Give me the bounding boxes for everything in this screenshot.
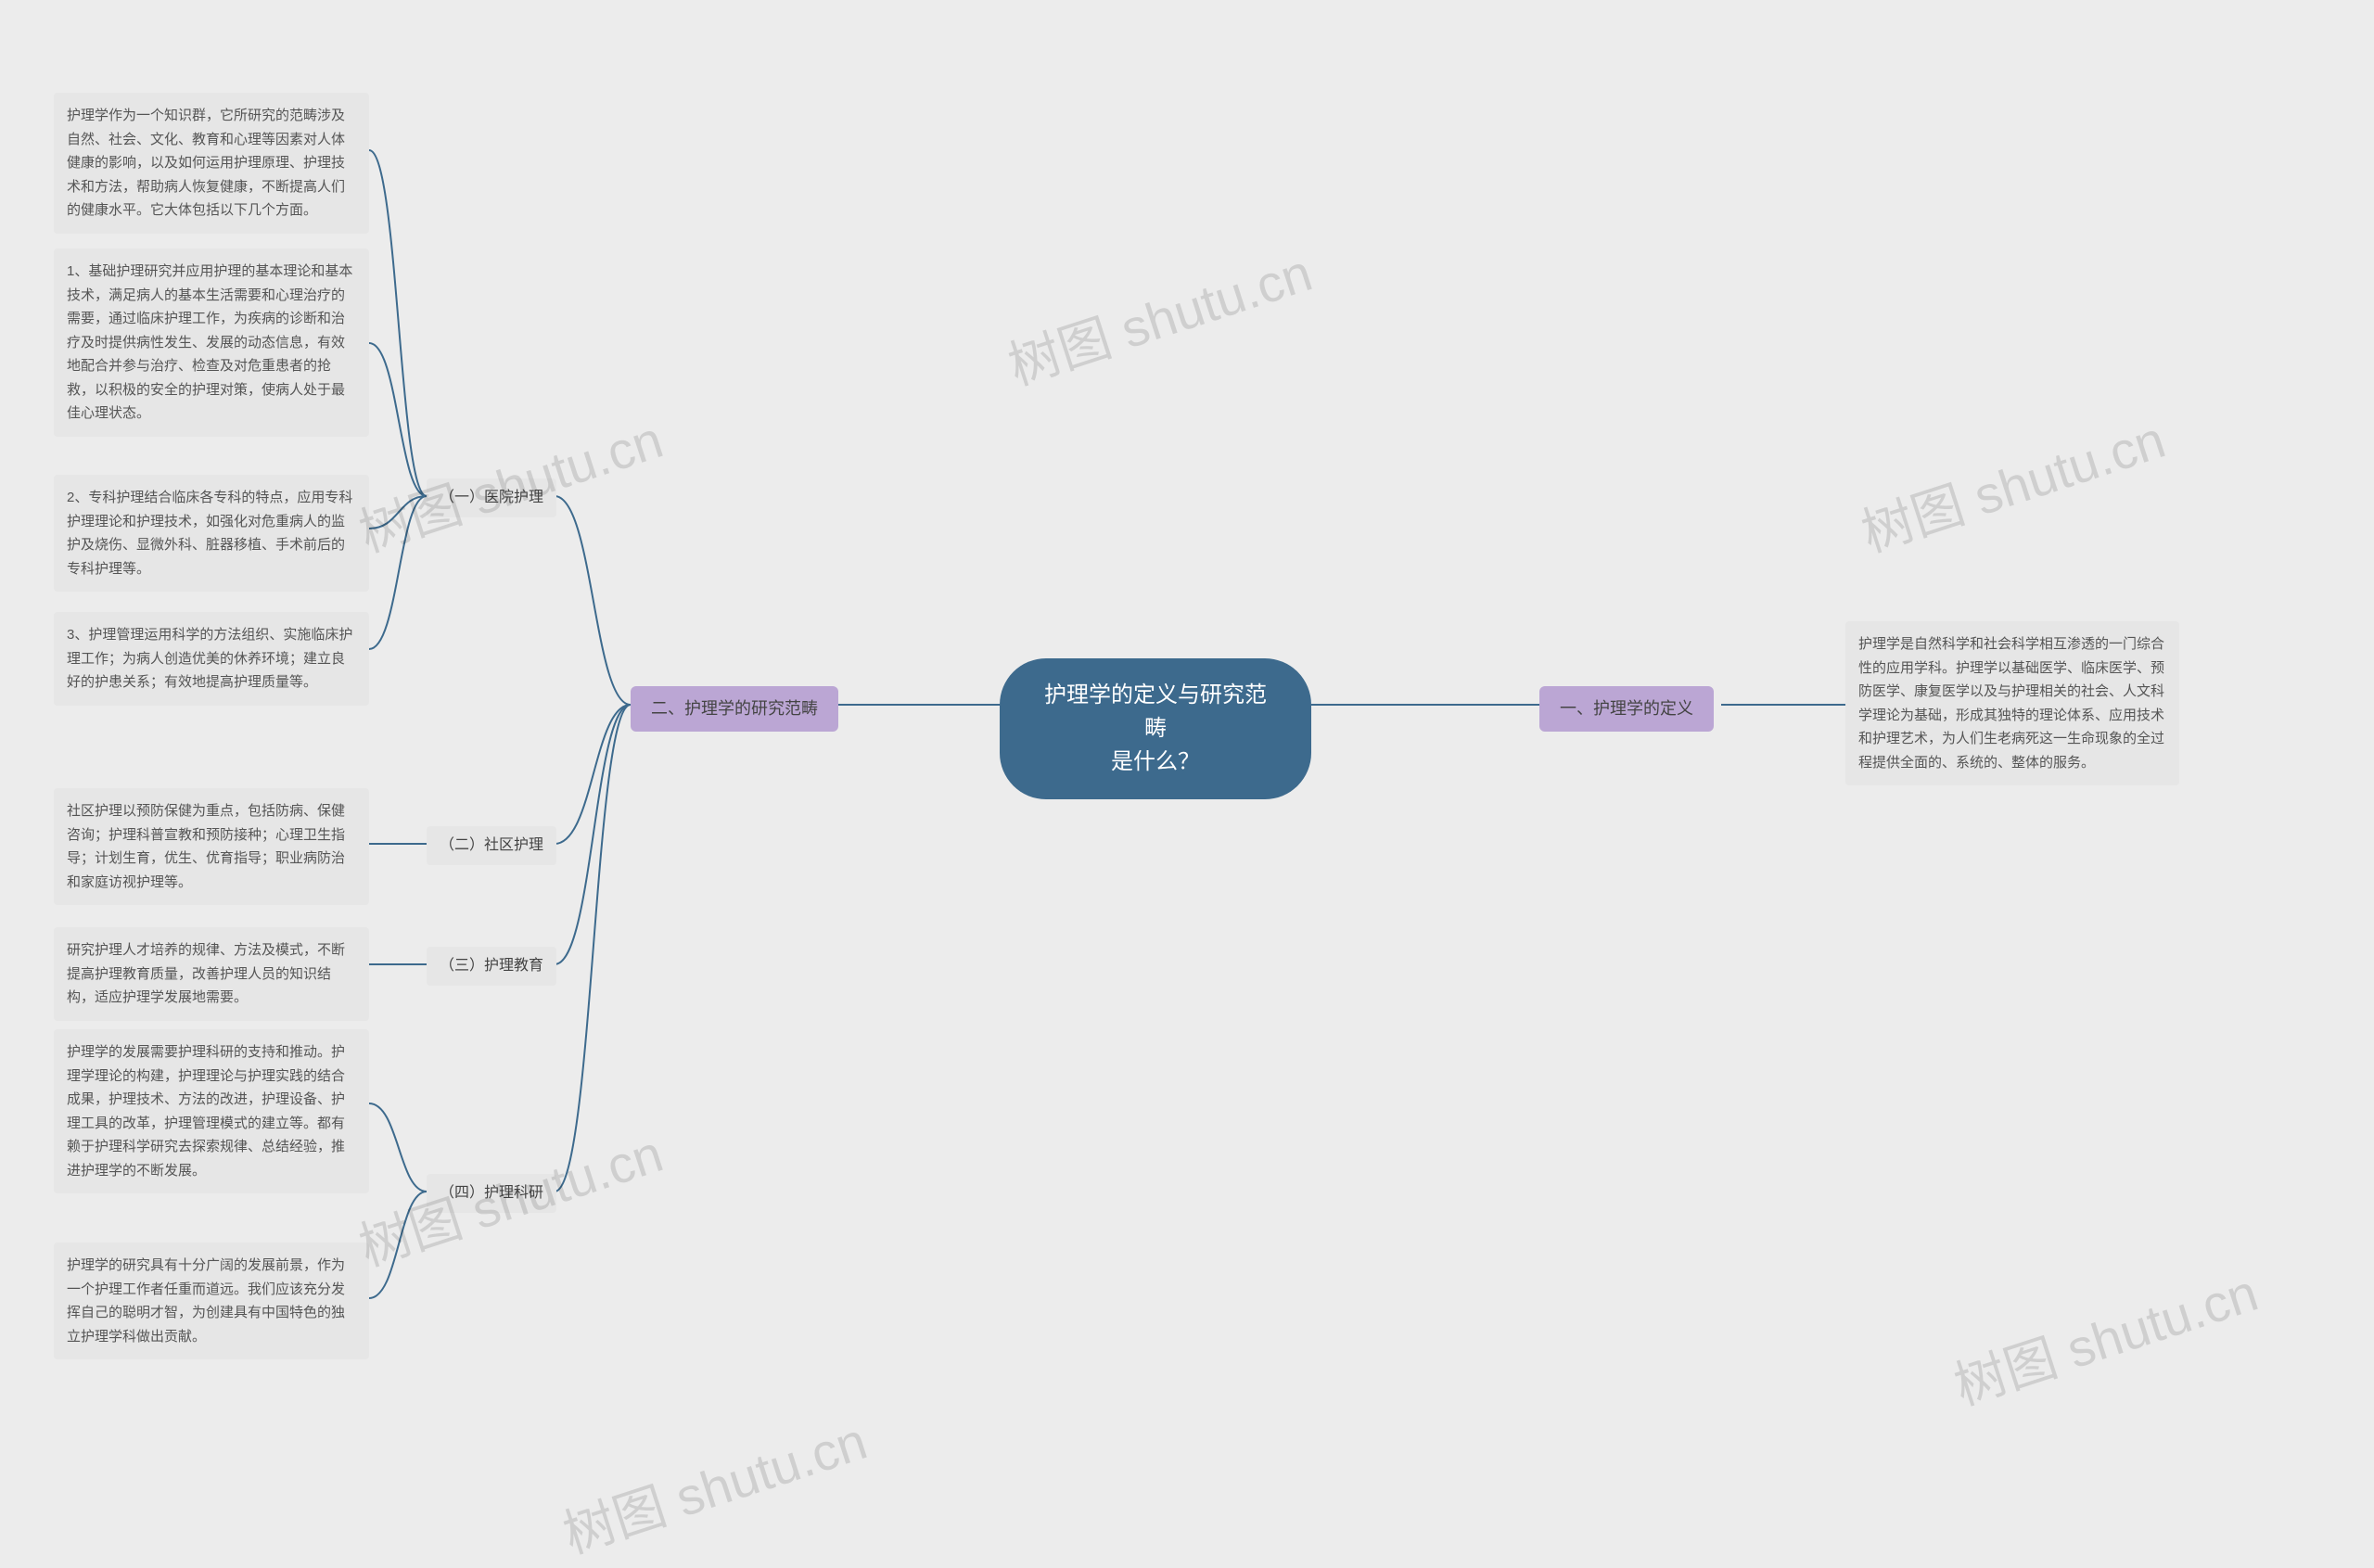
branch-scope[interactable]: 二、护理学的研究范畴 — [631, 686, 838, 732]
branch-definition[interactable]: 一、护理学的定义 — [1539, 686, 1714, 732]
watermark: 树图 shutu.cn — [1944, 1252, 2266, 1421]
center-node[interactable]: 护理学的定义与研究范畴 是什么？ — [1000, 658, 1311, 799]
leaf-definition-text: 护理学是自然科学和社会科学相互渗透的一门综合性的应用学科。护理学以基础医学、临床… — [1845, 621, 2179, 785]
leaf-s4-p1: 护理学的发展需要护理科研的支持和推动。护理学理论的构建，护理理论与护理实践的结合… — [54, 1029, 369, 1193]
watermark: 树图 shutu.cn — [1851, 399, 2174, 567]
watermark: 树图 shutu.cn — [349, 399, 671, 567]
watermark: 树图 shutu.cn — [553, 1400, 875, 1568]
watermark: 树图 shutu.cn — [349, 1113, 671, 1281]
center-line1: 护理学的定义与研究范畴 — [1035, 679, 1276, 746]
leaf-s1-p1: 1、基础护理研究并应用护理的基本理论和基本技术，满足病人的基本生活需要和心理治疗… — [54, 249, 369, 437]
leaf-s4-p2: 护理学的研究具有十分广阔的发展前景，作为一个护理工作者任重而道远。我们应该充分发… — [54, 1243, 369, 1359]
leaf-s3-p: 研究护理人才培养的规律、方法及模式，不断提高护理教育质量，改善护理人员的知识结构… — [54, 927, 369, 1021]
sub-community[interactable]: （二）社区护理 — [427, 826, 556, 865]
leaf-s1-p2: 2、专科护理结合临床各专科的特点，应用专科护理理论和护理技术，如强化对危重病人的… — [54, 475, 369, 592]
watermark: 树图 shutu.cn — [998, 232, 1321, 401]
sub-education[interactable]: （三）护理教育 — [427, 947, 556, 986]
leaf-s2-p: 社区护理以预防保健为重点，包括防病、保健咨询；护理科普宣教和预防接种；心理卫生指… — [54, 788, 369, 905]
leaf-s1-intro: 护理学作为一个知识群，它所研究的范畴涉及自然、社会、文化、教育和心理等因素对人体… — [54, 93, 369, 234]
leaf-s1-p3: 3、护理管理运用科学的方法组织、实施临床护理工作；为病人创造优美的休养环境；建立… — [54, 612, 369, 706]
center-line2: 是什么？ — [1035, 746, 1276, 779]
